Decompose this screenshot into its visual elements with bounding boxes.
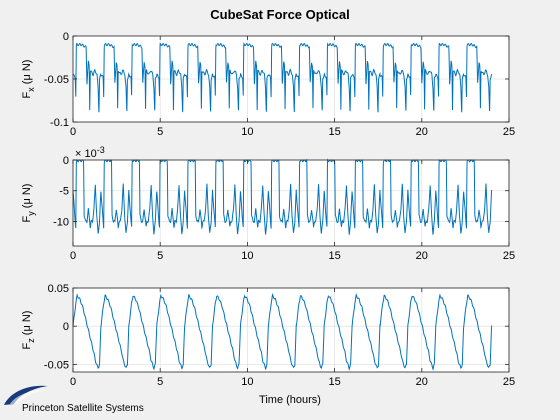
series-line-fx (72, 42, 493, 113)
x-tick-label: 0 (70, 126, 76, 138)
logo-text: Princeton Satellite Systems (22, 403, 144, 414)
x-tick-label: 5 (157, 126, 163, 138)
x-tick-label: 5 (157, 376, 163, 388)
panel-fy: 0 5 10 15 20 25-10-50× 10-3Fy (μ N) (21, 145, 515, 262)
x-tick-label: 0 (70, 376, 76, 388)
y-tick-label: -0.1 (50, 117, 69, 129)
y-tick-label: 0 (63, 155, 69, 167)
x-tick-label: 10 (241, 376, 253, 388)
x-tick-label: 0 (70, 250, 76, 262)
x-tick-label: 20 (416, 126, 428, 138)
logo-swoosh-icon-inner (10, 390, 44, 404)
y-tick-label: -0.05 (44, 359, 69, 371)
x-axis-label: Time (hours) (259, 394, 321, 406)
series-line-fy (72, 158, 493, 235)
series-line-fz (72, 292, 493, 371)
axes-background (73, 288, 509, 372)
y-tick-label: 0.05 (48, 283, 69, 295)
x-tick-label: 25 (503, 126, 515, 138)
x-tick-label: 15 (328, 250, 340, 262)
x-tick-label: 25 (503, 376, 515, 388)
x-tick-label: 10 (241, 250, 253, 262)
x-tick-label: 25 (503, 250, 515, 262)
y-axis-label: Fx (μ N) (21, 60, 36, 99)
axes-box (72, 287, 510, 373)
chart-title: CubeSat Force Optical (210, 7, 349, 22)
princeton-logo: Princeton Satellite Systems (4, 385, 144, 414)
x-tick-label: 15 (328, 126, 340, 138)
y-exponent-power: -3 (97, 145, 105, 155)
y-tick-label: 0 (63, 31, 69, 43)
x-tick-label: 5 (157, 250, 163, 262)
y-tick-label: -10 (53, 216, 69, 228)
axes-box (72, 159, 510, 247)
y-axis-label: Fz (μ N) (21, 311, 36, 350)
x-tick-label: 15 (328, 376, 340, 388)
x-tick-label: 20 (416, 250, 428, 262)
y-tick-label: -5 (59, 186, 69, 198)
panel-fx: 0 5 10 15 20 25 -0.1 -0.05 0 Fx (μ N) (21, 31, 515, 138)
x-tick-label: 10 (241, 126, 253, 138)
y-axis-label: Fy (μ N) (21, 184, 36, 223)
x-tick-label: 20 (416, 376, 428, 388)
y-tick-label: 0 (63, 321, 69, 333)
y-tick-label: -0.05 (44, 74, 69, 86)
